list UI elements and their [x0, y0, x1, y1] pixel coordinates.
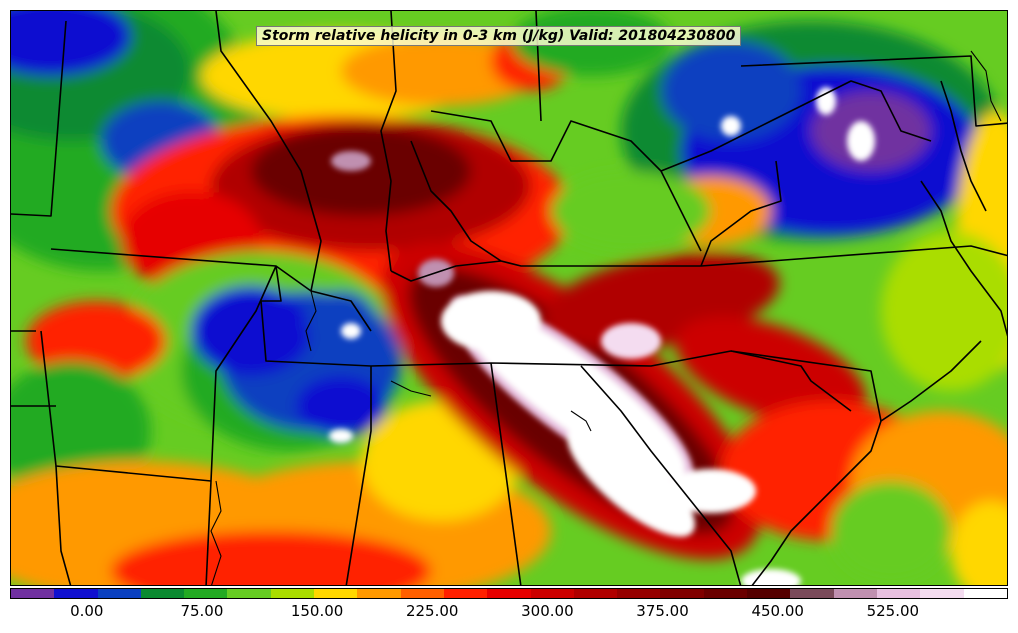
river-boundaries — [210, 50, 1002, 585]
colorbar-tick-labels: 0.00 75.00 150.00 225.00 300.00 375.00 450.00 5… — [10, 600, 1008, 628]
colorbar-tick-label: 525.00 — [866, 602, 920, 620]
map-title: Storm relative helicity in 0-3 km (J/kg)… — [256, 26, 742, 46]
colorbar-swatch — [963, 589, 1007, 598]
colorbar-swatch — [314, 589, 358, 598]
colorbar-swatch — [97, 589, 141, 598]
high-helicity-core — [329, 87, 875, 585]
state-boundaries — [11, 11, 1007, 585]
colorbar-tick-label: 0.00 — [70, 602, 104, 620]
colorbar-swatch — [573, 589, 618, 598]
colorbar-swatch — [660, 589, 704, 598]
colorbar-tick-label: 450.00 — [751, 602, 804, 620]
colorbar-tick-label: 225.00 — [405, 602, 459, 620]
colorbar-swatch — [747, 589, 791, 598]
colorbar-tick-label: 375.00 — [636, 602, 689, 620]
colorbar-swatch — [790, 589, 834, 598]
colorbar-swatch — [11, 589, 55, 598]
colorbar — [10, 588, 1008, 599]
colorbar-swatch — [140, 589, 185, 598]
colorbar-swatch — [270, 589, 315, 598]
colorbar-swatch — [487, 589, 531, 598]
colorbar-swatch — [184, 589, 228, 598]
helicity-field — [11, 11, 1007, 585]
colorbar-swatch — [54, 589, 98, 598]
map-panel: Storm relative helicity in 0-3 km (J/kg)… — [10, 10, 1008, 586]
colorbar-tick-label: 75.00 — [180, 602, 224, 620]
colorbar-swatch — [617, 589, 661, 598]
colorbar-swatch — [443, 589, 488, 598]
colorbar-tick-label: 300.00 — [521, 602, 574, 620]
colorbar-swatch — [703, 589, 748, 598]
colorbar-swatch — [357, 589, 401, 598]
colorbar-swatch — [530, 589, 574, 598]
colorbar-swatch — [920, 589, 964, 598]
colorbar-swatch — [876, 589, 921, 598]
helicity-map — [11, 11, 1007, 585]
colorbar-swatch — [400, 589, 444, 598]
colorbar-swatch — [227, 589, 271, 598]
colorbar-swatch — [833, 589, 877, 598]
colorbar-tick-label: 150.00 — [290, 602, 344, 620]
